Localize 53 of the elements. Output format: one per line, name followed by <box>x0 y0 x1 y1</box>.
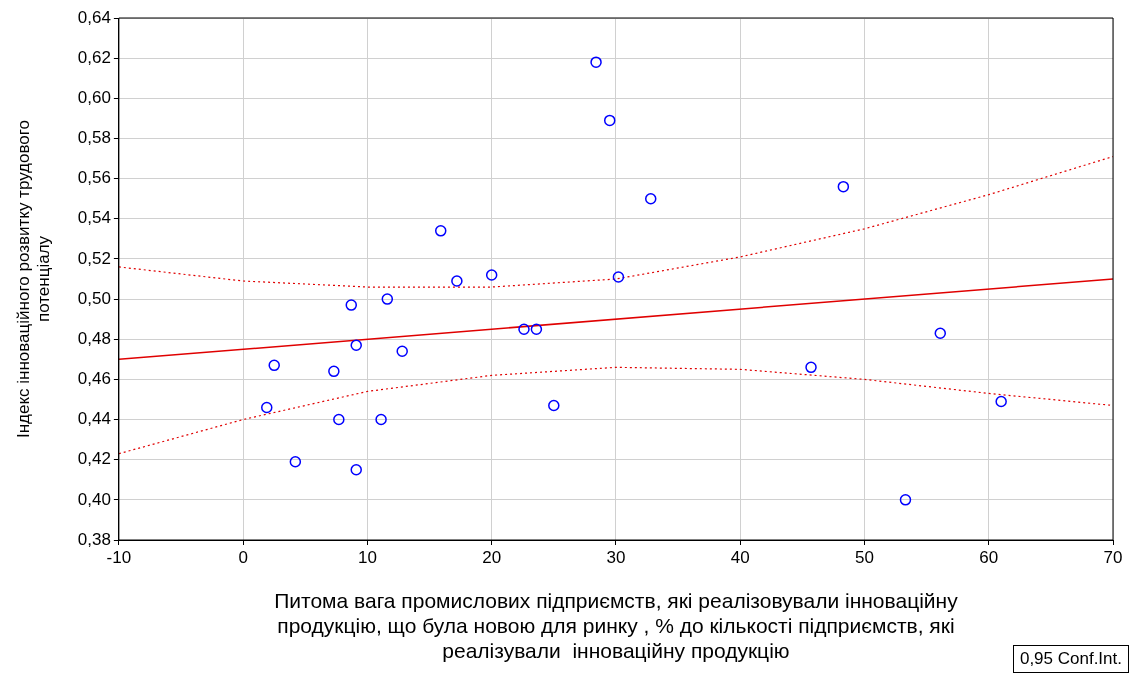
point <box>375 413 387 426</box>
point <box>268 359 280 372</box>
text: 0,95 Conf.Int. <box>1012 645 1129 673</box>
line-series <box>118 366 1113 455</box>
y-tick-label: 0,44 <box>77 409 111 429</box>
point <box>899 494 912 506</box>
point <box>434 225 447 237</box>
point <box>548 399 560 412</box>
x-tick-label: 50 <box>855 547 874 567</box>
y-tick-label: 0,38 <box>77 529 111 549</box>
point <box>485 269 498 281</box>
x-tick-label: 20 <box>482 547 502 567</box>
point <box>644 192 657 205</box>
y-tick-label: 0,56 <box>77 168 111 188</box>
point <box>612 271 625 283</box>
y-tick-label: 0,58 <box>77 128 111 148</box>
point <box>350 463 362 476</box>
x-axis-title: Питома вага промислових підприємств, які реалізовували інноваційну продукцію, що була новою для ринку , % до кількості підприємств, які реалізували інноваційну продукцію <box>274 588 959 663</box>
y-tick-label: 0,42 <box>77 449 111 469</box>
x-tick-label: 40 <box>730 547 750 567</box>
point <box>518 323 530 335</box>
point <box>995 395 1007 408</box>
point <box>805 361 817 374</box>
point <box>333 413 345 426</box>
point <box>837 180 850 193</box>
point <box>328 365 340 378</box>
y-tick-label: 0,48 <box>77 328 111 348</box>
x-tick-label: 10 <box>357 547 377 567</box>
y-tick-label: 0,62 <box>77 47 111 67</box>
x-tick-label: 30 <box>606 547 626 567</box>
point <box>289 455 302 468</box>
x-tick-label: -10 <box>106 547 132 567</box>
point <box>934 327 947 339</box>
point <box>381 293 394 305</box>
y-tick-label: 0,50 <box>77 288 111 308</box>
y-tick-label: 0,52 <box>77 248 111 268</box>
point <box>603 114 616 127</box>
point <box>345 299 358 311</box>
y-tick-label: 0,64 <box>77 7 111 27</box>
y-tick-label: 0,54 <box>77 208 111 228</box>
x-tick-label: 60 <box>979 547 999 567</box>
point <box>261 401 273 414</box>
point <box>451 275 463 287</box>
y-tick-label: 0,46 <box>77 369 111 389</box>
y-tick-label: 0,40 <box>77 489 111 509</box>
y-axis-title: Індекс інноваційного розвитку трудового потенціалу <box>13 119 54 439</box>
x-tick-label: 0 <box>238 547 248 567</box>
point <box>590 56 602 68</box>
point <box>396 345 408 358</box>
point <box>530 323 543 335</box>
y-tick-label: 0,60 <box>77 88 111 107</box>
point <box>350 339 362 351</box>
x-tick-label: 70 <box>1103 547 1123 567</box>
